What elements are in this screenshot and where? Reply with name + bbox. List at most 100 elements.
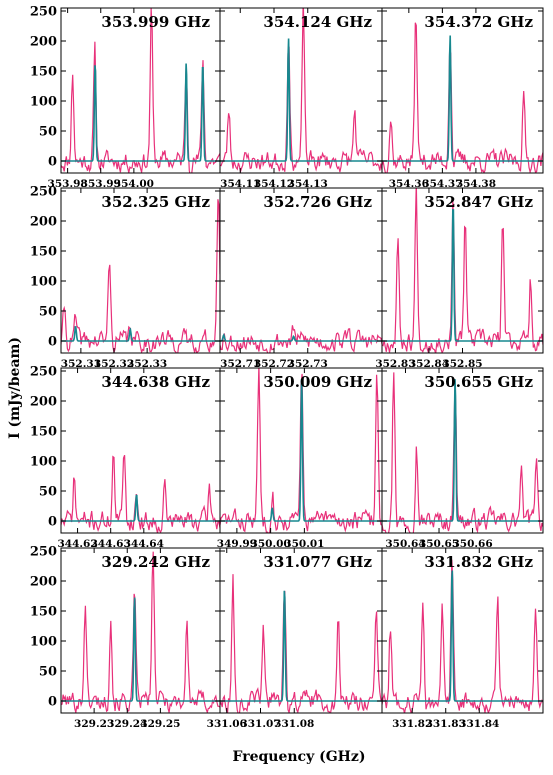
- y-tick-label: 150: [30, 245, 57, 260]
- x-tick-label: 350.00: [251, 538, 291, 550]
- x-tick-label: 352.32: [94, 358, 134, 370]
- y-tick-label: 250: [30, 185, 57, 200]
- y-tick-label: 0: [48, 515, 57, 530]
- panel-frame: [60, 367, 221, 534]
- y-tick-label: 200: [30, 575, 57, 590]
- model-spectrum: [220, 38, 382, 162]
- panel-title: 353.999 GHz: [101, 13, 210, 31]
- y-tick-label: 100: [30, 635, 57, 650]
- y-tick-label: 100: [30, 95, 57, 110]
- x-tick-label: 344.64: [124, 538, 164, 550]
- x-tick-label: 331.83: [426, 718, 466, 730]
- x-tick-label: 331.08: [274, 718, 314, 730]
- x-tick-label: 331.82: [392, 718, 432, 730]
- x-tick-label: 329.25: [140, 718, 180, 730]
- y-tick-label: 50: [39, 305, 57, 320]
- y-tick-label: 100: [30, 275, 57, 290]
- x-tick-label: 350.65: [419, 538, 459, 550]
- panel-frame: [219, 187, 383, 354]
- x-tick-label: 352.85: [442, 358, 482, 370]
- x-tick-label: 331.07: [240, 718, 280, 730]
- y-tick-label: 50: [39, 125, 57, 140]
- observed-spectrum: [220, 574, 382, 713]
- panel-title: 350.655 GHz: [424, 373, 533, 391]
- panel-frame: [381, 547, 544, 714]
- panel-frame: [381, 7, 544, 174]
- observed-spectrum: [61, 8, 220, 173]
- observed-spectrum: [220, 325, 382, 353]
- x-tick-label: 349.99: [217, 538, 257, 550]
- y-tick-label: 200: [30, 395, 57, 410]
- y-tick-label: 250: [30, 545, 57, 560]
- y-tick-label: 50: [39, 485, 57, 500]
- y-tick-label: 0: [48, 695, 57, 710]
- panels-layer: 050100150200250353.98353.99354.00353.999…: [30, 5, 544, 730]
- panel-title: 352.325 GHz: [101, 193, 210, 211]
- y-tick-label: 250: [30, 5, 57, 20]
- x-tick-label: 350.01: [284, 538, 324, 550]
- y-tick-label: 0: [48, 155, 57, 170]
- x-tick-label: 353.99: [81, 178, 121, 190]
- panel-title: 344.638 GHz: [101, 373, 210, 391]
- observed-spectrum: [61, 199, 220, 353]
- x-tick-label: 352.71: [220, 358, 260, 370]
- x-tick-label: 354.38: [456, 178, 496, 190]
- panel-frame: [219, 547, 383, 714]
- x-tick-label: 353.98: [48, 178, 88, 190]
- model-spectrum: [220, 333, 382, 342]
- x-tick-label: 344.62: [57, 538, 97, 550]
- observed-spectrum: [382, 372, 543, 533]
- x-tick-label: 352.31: [61, 358, 101, 370]
- x-tick-label: 331.06: [207, 718, 247, 730]
- y-tick-label: 150: [30, 605, 57, 620]
- model-spectrum: [382, 209, 543, 342]
- observed-spectrum: [382, 22, 543, 173]
- panel-title: 331.077 GHz: [263, 553, 372, 571]
- y-tick-label: 250: [30, 365, 57, 380]
- x-tick-label: 354.00: [114, 178, 154, 190]
- y-tick-label: 100: [30, 455, 57, 470]
- observed-spectrum: [382, 188, 543, 353]
- y-tick-label: 150: [30, 65, 57, 80]
- x-tick-label: 354.11: [220, 178, 260, 190]
- x-tick-label: 352.33: [127, 358, 167, 370]
- model-spectrum: [61, 326, 220, 342]
- panel-frame: [60, 187, 221, 354]
- x-axis-title: Frequency (GHz): [233, 749, 366, 765]
- panel-title: 350.009 GHz: [263, 373, 372, 391]
- panel-frame: [219, 7, 383, 174]
- x-tick-label: 329.24: [107, 718, 147, 730]
- y-tick-label: 0: [48, 335, 57, 350]
- model-spectrum: [382, 379, 543, 522]
- x-tick-label: 352.73: [288, 358, 328, 370]
- x-tick-label: 329.23: [74, 718, 114, 730]
- y-tick-label: 200: [30, 215, 57, 230]
- model-spectrum: [382, 35, 543, 162]
- model-spectrum: [382, 570, 543, 702]
- panel-frame: [381, 367, 544, 534]
- x-tick-label: 352.83: [375, 358, 415, 370]
- x-tick-label: 354.36: [389, 178, 429, 190]
- model-spectrum: [61, 597, 220, 702]
- model-spectrum: [61, 494, 220, 522]
- x-tick-label: 344.63: [91, 538, 131, 550]
- panel-frame: [60, 7, 221, 174]
- y-tick-label: 50: [39, 665, 57, 680]
- y-tick-label: 200: [30, 35, 57, 50]
- x-tick-label: 331.84: [459, 718, 499, 730]
- observed-spectrum: [220, 8, 382, 173]
- model-spectrum: [61, 63, 220, 162]
- x-tick-label: 352.84: [409, 358, 449, 370]
